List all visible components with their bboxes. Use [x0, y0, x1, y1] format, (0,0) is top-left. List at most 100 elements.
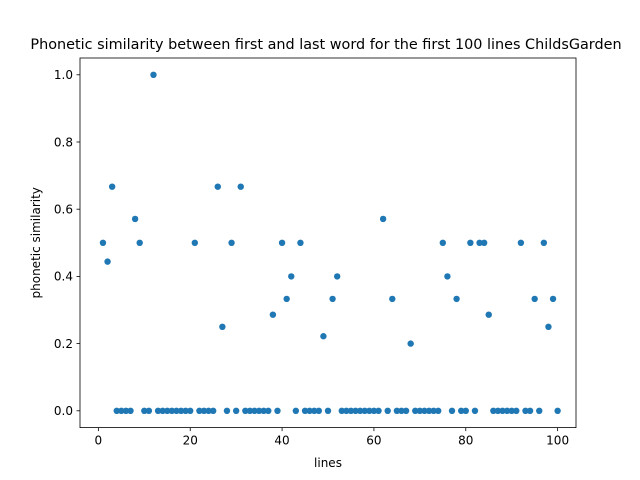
- data-point: [416, 407, 424, 414]
- plot-frame: [79, 57, 577, 429]
- data-point: [159, 407, 166, 414]
- data-point: [154, 407, 162, 414]
- data-point: [182, 407, 189, 414]
- data-point: [435, 407, 442, 414]
- data-point: [402, 407, 410, 414]
- data-point: [347, 407, 355, 414]
- x-axis-ticks: 0 20 40 60 80 100: [95, 427, 569, 448]
- y-axis-label: phonetic similarity: [29, 187, 43, 298]
- data-point: [545, 323, 552, 330]
- data-point: [476, 239, 483, 246]
- data-point: [104, 258, 111, 265]
- chart-title: Phonetic similarity between first and la…: [30, 37, 621, 53]
- y-tick-label: 1.0: [54, 68, 73, 82]
- data-point: [265, 407, 272, 414]
- data-point: [439, 239, 447, 246]
- data-point: [288, 273, 295, 280]
- x-tick-label: 80: [458, 434, 473, 448]
- data-point: [356, 407, 364, 414]
- data-point: [384, 407, 391, 414]
- data-point: [398, 407, 405, 414]
- data-point: [297, 239, 304, 246]
- x-tick-label: 0: [95, 434, 103, 448]
- data-point: [131, 215, 139, 223]
- data-point: [471, 407, 479, 414]
- y-tick-label: 0.6: [54, 203, 73, 217]
- data-point: [173, 407, 180, 414]
- data-point: [549, 295, 557, 303]
- data-point: [237, 183, 244, 190]
- data-point: [283, 295, 290, 303]
- data-point: [499, 407, 506, 414]
- data-point: [255, 407, 263, 414]
- data-point: [407, 340, 414, 347]
- data-point: [191, 239, 199, 246]
- data-point: [145, 407, 153, 414]
- data-point: [219, 323, 226, 330]
- data-point: [375, 407, 382, 414]
- data-point: [462, 407, 469, 414]
- x-tick-label: 60: [366, 434, 381, 448]
- data-point: [118, 407, 125, 414]
- data-point: [274, 407, 281, 414]
- data-point: [522, 407, 529, 414]
- data-point: [164, 407, 171, 414]
- data-point: [352, 407, 359, 414]
- data-point: [269, 311, 277, 318]
- data-point: [412, 407, 419, 414]
- data-point: [136, 239, 143, 246]
- data-point: [343, 407, 350, 414]
- data-point: [430, 407, 437, 414]
- y-axis-ticks: 0.0 0.2 0.4 0.6 0.8 1.0: [54, 68, 80, 418]
- y-tick-label: 0.0: [54, 404, 73, 418]
- y-tick-label: 0.4: [54, 270, 73, 284]
- data-point: [260, 407, 267, 414]
- data-point: [457, 407, 465, 414]
- data-point: [421, 407, 428, 414]
- data-point: [329, 295, 336, 303]
- data-point: [540, 239, 548, 246]
- data-point: [150, 71, 157, 79]
- data-point: [361, 407, 368, 414]
- data-point: [278, 239, 286, 246]
- data-point: [187, 407, 194, 414]
- data-point: [503, 407, 511, 414]
- x-tick-label: 20: [183, 434, 198, 448]
- data-point: [531, 295, 538, 303]
- data-point: [338, 407, 345, 414]
- data-point: [246, 407, 254, 414]
- data-point: [292, 407, 300, 414]
- data-point: [301, 407, 309, 414]
- data-point: [141, 407, 148, 414]
- data-point: [228, 239, 235, 246]
- data-point: [232, 407, 240, 414]
- data-point: [311, 407, 318, 414]
- data-point: [366, 407, 373, 414]
- data-point: [494, 407, 502, 414]
- data-point: [177, 407, 185, 414]
- data-point: [379, 215, 387, 223]
- data-point: [214, 183, 221, 190]
- x-tick-label: 40: [274, 434, 289, 448]
- data-point: [444, 273, 451, 280]
- data-point: [389, 295, 396, 303]
- data-point: [196, 407, 203, 414]
- data-point: [425, 407, 433, 414]
- data-point: [448, 407, 456, 414]
- data-point: [113, 407, 120, 414]
- data-point: [99, 239, 107, 246]
- data-point: [324, 407, 332, 414]
- data-point: [508, 407, 515, 414]
- data-point: [242, 407, 249, 414]
- data-point: [200, 407, 208, 414]
- data-point: [209, 407, 217, 414]
- data-point: [536, 407, 543, 414]
- data-point: [122, 407, 130, 414]
- data-point: [453, 295, 460, 303]
- data-point: [108, 183, 116, 190]
- data-point: [127, 407, 134, 414]
- data-point: [554, 407, 561, 414]
- data-points: [99, 71, 561, 414]
- data-point: [370, 407, 378, 414]
